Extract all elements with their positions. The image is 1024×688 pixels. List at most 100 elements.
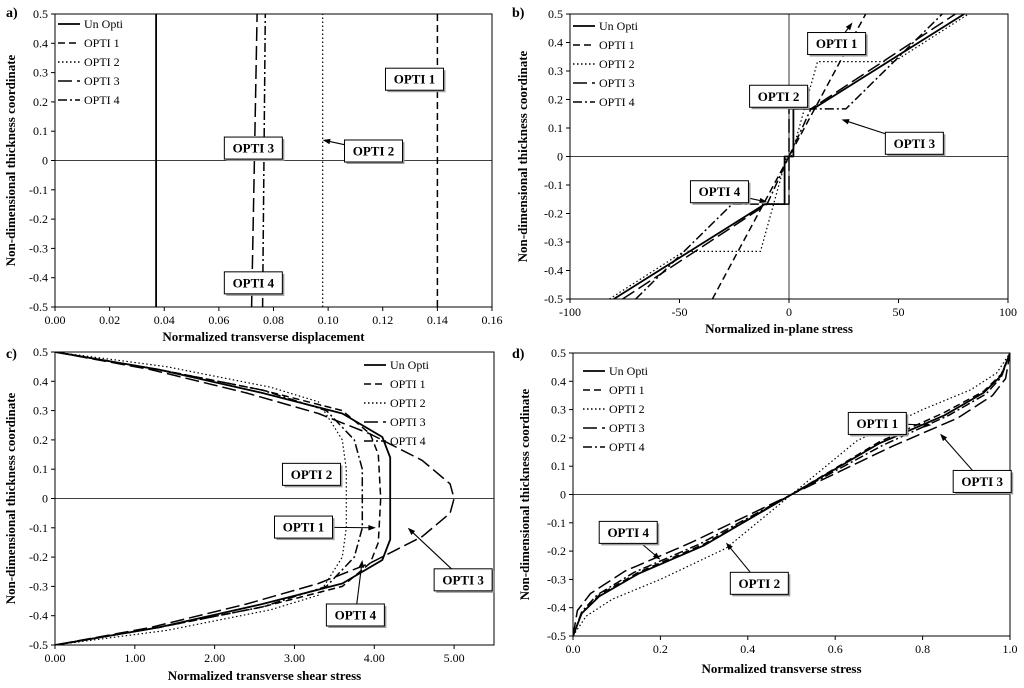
panel-letter: c) — [6, 347, 17, 362]
callout-arrow-head — [407, 527, 416, 535]
callout-label: OPTI 3 — [894, 136, 936, 151]
callout-box — [598, 520, 658, 544]
y-tick-label: -0.4 — [544, 264, 563, 278]
legend-entry: Un Opti — [609, 364, 649, 378]
callout-label: OPTI 4 — [335, 607, 377, 622]
y-tick-label: 0.5 — [33, 7, 48, 21]
y-tick-label: -0.2 — [547, 544, 566, 558]
y-tick-label: 0.1 — [551, 459, 566, 473]
x-tick-label: 50 — [893, 305, 905, 319]
chart-panel-b: -100 -50 0 50 100 -0.5 -0.4 -0.3 -0.2 -0.1 0 0.1 0.2… — [512, 6, 1017, 336]
x-tick-label: 0.14 — [427, 313, 448, 327]
x-tick-label: 0.04 — [154, 313, 175, 327]
callout-arrow-head — [940, 433, 948, 442]
series-line-opti-4 — [261, 14, 267, 307]
y-tick-label: 0.4 — [33, 374, 48, 388]
y-axis-label: Non-dimensional thickness coordinate — [3, 54, 18, 266]
x-tick-label: 1.0 — [1003, 642, 1018, 656]
callout-box — [807, 32, 867, 56]
x-tick-label: 100 — [999, 305, 1017, 319]
x-tick-label: 0.0 — [566, 642, 581, 656]
y-tick-label: 0.5 — [33, 345, 48, 359]
y-tick-label: -0.2 — [544, 207, 563, 221]
y-tick-label: 0.4 — [548, 36, 563, 50]
series-line-opti-2 — [55, 352, 347, 645]
legend-entry: OPTI 1 — [599, 38, 635, 52]
y-tick-label: -0.3 — [29, 579, 48, 593]
y-tick-label: -0.3 — [547, 572, 566, 586]
callout-label: OPTI 3 — [442, 572, 484, 587]
legend-entry: OPTI 4 — [599, 95, 635, 109]
callout-box — [952, 469, 1012, 493]
callout-box — [729, 571, 789, 595]
callout-box — [325, 603, 385, 627]
x-axis-label: Normalized transverse displacement — [162, 329, 365, 344]
callout-label: OPTI 3 — [233, 141, 275, 156]
callout-arrow-line — [640, 542, 658, 558]
legend-entry: OPTI 2 — [390, 396, 426, 410]
series-line-opti-4 — [635, 14, 943, 299]
legend-entry: OPTI 3 — [609, 421, 645, 435]
callout-label: OPTI 4 — [699, 184, 741, 199]
legend-entry: OPTI 1 — [84, 36, 120, 50]
y-tick-label: 0.3 — [33, 66, 48, 80]
y-tick-label: -0.5 — [544, 292, 563, 306]
legend-entry: OPTI 4 — [390, 434, 426, 448]
y-tick-label: -0.3 — [544, 235, 563, 249]
callout-label: OPTI 2 — [291, 467, 333, 482]
panel-letter: d) — [512, 347, 525, 362]
chart-panel-c: 0.00 1.00 2.00 3.00 4.00 5.00 -0.5 -0.4 -0.3 -0.2… — [3, 345, 495, 683]
y-tick-label: -0.4 — [29, 609, 48, 623]
panel-letter: b) — [512, 6, 525, 21]
callout-label: OPTI 3 — [961, 474, 1003, 489]
legend-entry: OPTI 1 — [609, 383, 645, 397]
x-tick-label: -100 — [559, 305, 581, 319]
callout-label: OPTI 1 — [857, 416, 899, 431]
y-tick-label: 0.1 — [33, 124, 48, 138]
x-tick-label: 0.16 — [482, 313, 503, 327]
y-tick-label: 0.5 — [551, 346, 566, 360]
y-tick-label: 0.2 — [548, 93, 563, 107]
callout-box — [433, 568, 493, 592]
x-tick-label: -50 — [672, 305, 688, 319]
y-tick-label: 0 — [42, 492, 48, 506]
legend-entry: Un Opti — [599, 19, 639, 33]
callout-arrow-head — [845, 22, 853, 31]
series-line-opti-2 — [609, 14, 969, 299]
callout-arrow-line — [728, 545, 751, 573]
y-tick-label: -0.1 — [544, 178, 563, 192]
y-axis-label: Non-dimensional thickness coordinate — [517, 388, 532, 600]
callout-arrow-line — [410, 530, 452, 570]
y-tick-label: 0.1 — [548, 121, 563, 135]
x-tick-label: 2.00 — [204, 651, 225, 665]
callout-label: OPTI 2 — [739, 576, 781, 591]
y-tick-label: 0.4 — [551, 374, 566, 388]
series-line-opti-3 — [622, 14, 956, 299]
y-tick-label: 0.1 — [33, 462, 48, 476]
x-tick-label: 3.00 — [284, 651, 305, 665]
y-tick-label: -0.1 — [547, 516, 566, 530]
legend-entry: OPTI 1 — [390, 377, 426, 391]
callout-label: OPTI 1 — [394, 72, 436, 87]
y-tick-label: 0 — [560, 488, 566, 502]
y-tick-label: 0.5 — [548, 7, 563, 21]
legend-entry: Un Opti — [390, 358, 430, 372]
callout-label: OPTI 1 — [283, 520, 325, 535]
y-tick-label: -0.2 — [29, 550, 48, 564]
legend-entry: OPTI 4 — [609, 440, 645, 454]
callout-arrow-head — [923, 422, 932, 428]
x-tick-label: 1.00 — [124, 651, 145, 665]
x-tick-label: 0.6 — [828, 642, 843, 656]
y-tick-label: 0.2 — [33, 95, 48, 109]
y-tick-label: -0.4 — [29, 271, 48, 285]
y-tick-label: -0.1 — [29, 521, 48, 535]
callout-box — [749, 84, 809, 108]
callout-arrow-line — [942, 436, 973, 471]
x-tick-label: 0.02 — [99, 313, 120, 327]
x-tick-label: 0.12 — [372, 313, 393, 327]
callout-box — [223, 271, 283, 295]
callout-arrow-head — [368, 524, 376, 531]
callout-label: OPTI 4 — [607, 525, 649, 540]
legend-entry: OPTI 2 — [84, 55, 120, 69]
